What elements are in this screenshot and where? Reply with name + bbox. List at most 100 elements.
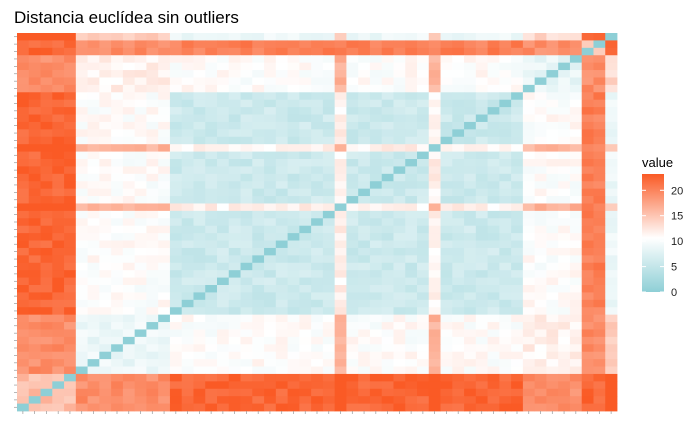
heatmap-cell: [299, 373, 312, 382]
heatmap-cell: [369, 240, 383, 249]
heatmap-cell: [369, 107, 383, 115]
heatmap-cell: [40, 403, 53, 412]
heatmap-cell: [87, 144, 100, 152]
heatmap-cell: [499, 173, 512, 182]
heatmap-cell: [558, 381, 571, 390]
heatmap-cell: [499, 144, 512, 152]
heatmap-cell: [522, 225, 536, 234]
heatmap-cell: [181, 70, 194, 78]
heatmap-cell: [369, 77, 383, 86]
heatmap-cell: [299, 247, 312, 256]
heatmap-cell: [322, 314, 336, 323]
heatmap-cell: [134, 247, 147, 256]
heatmap-cell: [240, 107, 253, 115]
heatmap-cell: [193, 336, 206, 345]
heatmap-cell: [440, 114, 453, 123]
heatmap-cell: [522, 285, 536, 293]
heatmap-cell: [205, 247, 218, 256]
heatmap-cell: [381, 322, 394, 330]
heatmap-cell: [381, 203, 394, 212]
heatmap-cell: [205, 70, 218, 78]
heatmap-cell: [52, 388, 65, 397]
heatmap-cell: [511, 136, 524, 145]
heatmap-cell: [393, 307, 406, 316]
heatmap-cell: [511, 40, 524, 49]
heatmap-cell: [522, 188, 536, 197]
heatmap-cell: [146, 47, 159, 56]
heatmap-cell: [193, 151, 206, 160]
heatmap-cell: [99, 403, 112, 412]
heatmap-cell: [322, 329, 336, 338]
heatmap-cell: [146, 255, 159, 264]
heatmap-cell: [217, 403, 230, 412]
heatmap-cell: [64, 55, 77, 64]
heatmap-cell: [546, 225, 559, 234]
heatmap-cell: [381, 173, 394, 182]
heatmap-cell: [17, 351, 30, 360]
heatmap-cell: [393, 366, 406, 375]
heatmap-cell: [334, 336, 347, 345]
heatmap-cell: [158, 92, 171, 101]
heatmap-cell: [158, 144, 171, 152]
heatmap-cell: [311, 292, 324, 301]
heatmap-cell: [511, 159, 524, 167]
heatmap-cell: [75, 92, 88, 101]
heatmap-cell: [252, 166, 265, 175]
heatmap-cell: [369, 33, 383, 41]
heatmap-cell: [546, 62, 559, 71]
heatmap-cell: [287, 373, 300, 382]
heatmap-cell: [475, 181, 488, 190]
heatmap-cell: [122, 270, 136, 278]
heatmap-cell: [334, 322, 347, 330]
heatmap-cell: [499, 107, 512, 115]
heatmap-cell: [217, 262, 230, 271]
heatmap-cell: [75, 396, 88, 404]
heatmap-cell: [17, 203, 30, 212]
heatmap-cell: [405, 144, 418, 152]
heatmap-cell: [405, 388, 418, 397]
heatmap-cell: [499, 247, 512, 256]
heatmap-cell: [134, 277, 147, 286]
heatmap-cell: [358, 33, 371, 41]
heatmap-cell: [452, 314, 465, 323]
heatmap-cell: [146, 359, 159, 367]
heatmap-cell: [322, 84, 336, 93]
heatmap-cell: [205, 55, 218, 64]
heatmap-cell: [452, 292, 465, 301]
heatmap-cell: [334, 107, 347, 115]
heatmap-cell: [28, 225, 41, 234]
heatmap-cell: [522, 210, 536, 219]
heatmap-cell: [217, 351, 230, 360]
heatmap-cell: [522, 107, 536, 115]
heatmap-cell: [240, 47, 253, 56]
heatmap-cell: [99, 129, 112, 138]
heatmap-cell: [40, 270, 53, 278]
heatmap-cell: [146, 62, 159, 71]
heatmap-cell: [593, 40, 606, 49]
heatmap-cell: [511, 292, 524, 301]
heatmap-cell: [452, 70, 465, 78]
heatmap-cell: [228, 255, 241, 264]
heatmap-cell: [605, 173, 618, 182]
heatmap-cell: [464, 292, 477, 301]
heatmap-cell: [158, 240, 171, 249]
heatmap-cell: [369, 114, 383, 123]
heatmap-cell: [99, 277, 112, 286]
heatmap-cell: [99, 255, 112, 264]
heatmap-cell: [181, 136, 194, 145]
heatmap-cell: [569, 33, 583, 41]
heatmap-cell: [299, 233, 312, 241]
heatmap-cell: [311, 151, 324, 160]
heatmap-cell: [28, 262, 41, 271]
heatmap-cell: [275, 144, 288, 152]
heatmap-cell: [111, 47, 124, 56]
heatmap-cell: [99, 351, 112, 360]
heatmap-cell: [311, 129, 324, 138]
heatmap-cell: [358, 159, 371, 167]
heatmap-cell: [169, 55, 183, 64]
heatmap-cell: [475, 121, 488, 130]
heatmap-cell: [522, 77, 536, 86]
heatmap-cell: [464, 314, 477, 323]
heatmap-cell: [111, 299, 124, 308]
heatmap-cell: [593, 307, 606, 316]
